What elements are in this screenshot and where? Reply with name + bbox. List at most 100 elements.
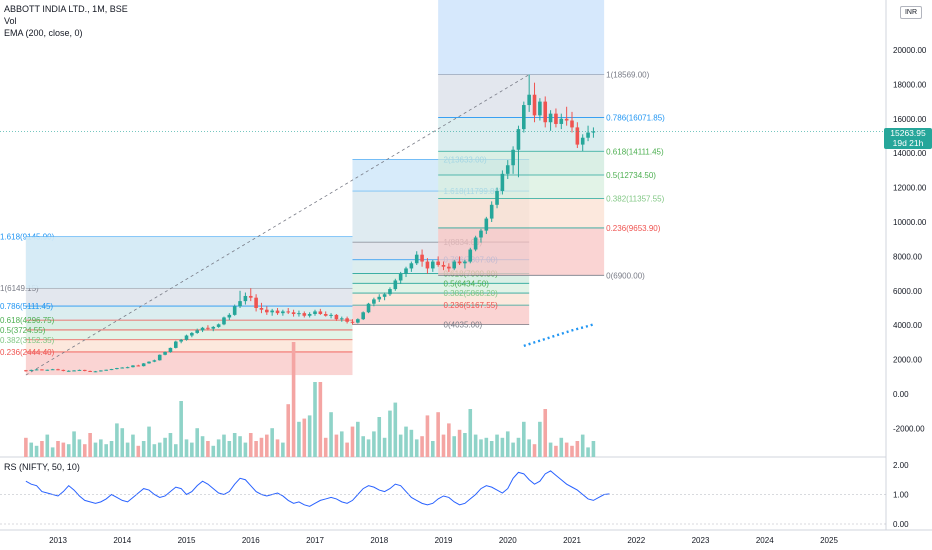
price-axis-label: 12000.00	[893, 184, 927, 193]
candle-body	[382, 294, 387, 297]
fib-level-label: 0.382(11357.55)	[606, 195, 664, 204]
volume-bar	[495, 434, 499, 457]
candle-body	[564, 118, 569, 121]
volume-bar	[307, 415, 312, 457]
candle-body	[254, 297, 258, 308]
candle-body	[543, 101, 548, 123]
candle-body	[409, 263, 414, 269]
fib-zone	[25, 288, 353, 307]
volume-bar	[538, 421, 542, 457]
volume-bar	[216, 439, 221, 457]
candle-body	[591, 131, 596, 133]
volume-bar	[206, 441, 210, 457]
price-axis-label: 10000.00	[893, 218, 927, 227]
volume-bar	[452, 436, 457, 457]
candle-body	[66, 370, 71, 372]
symbol-title[interactable]: ABBOTT INDIA LTD., 1M, BSE	[4, 4, 128, 14]
volume-bar	[479, 439, 483, 457]
candle-body	[24, 370, 28, 372]
candle-body	[190, 332, 194, 336]
candle-body	[345, 318, 349, 322]
candle-body	[297, 313, 301, 315]
candle-body	[447, 266, 451, 269]
candle-body	[157, 354, 162, 361]
volume-bar	[441, 434, 446, 457]
volume-bar	[457, 429, 462, 457]
volume-bar	[393, 402, 398, 457]
fib-zone	[438, 227, 605, 276]
candle-body	[522, 105, 526, 130]
fib-extension-zone	[352, 159, 439, 243]
candle-body	[88, 370, 92, 372]
candle-body	[141, 363, 146, 367]
volume-bar	[259, 437, 264, 457]
candle-body	[404, 268, 408, 274]
candle-body	[136, 365, 141, 367]
fib-zone	[25, 306, 353, 321]
candle-body	[61, 369, 66, 371]
candle-body	[307, 314, 312, 316]
candle-body	[232, 306, 237, 315]
volume-bar	[254, 441, 258, 457]
candle-body	[441, 265, 446, 267]
candle-body	[195, 330, 200, 333]
volume-bar	[29, 442, 34, 457]
volume-bar	[168, 433, 173, 457]
price-axis-label: 18000.00	[893, 80, 927, 89]
price-axis-label: 6000.00	[893, 287, 922, 296]
volume-bar	[339, 431, 344, 457]
candle-body	[238, 301, 242, 307]
volume-bar	[99, 439, 103, 457]
volume-bar	[157, 442, 162, 457]
candle-body	[265, 309, 269, 313]
candle-body	[243, 295, 248, 302]
candle-body	[72, 370, 76, 372]
volume-bar	[265, 434, 269, 457]
fib-level-label: 0.382(5868.20)	[444, 289, 499, 298]
volume-bar	[420, 436, 424, 457]
volume-bar	[77, 439, 82, 457]
volume-bar	[313, 382, 317, 457]
volume-bar	[24, 437, 28, 457]
candle-body	[398, 273, 403, 281]
fib-zone	[25, 351, 353, 376]
volume-bar	[505, 431, 510, 457]
volume-bar	[227, 441, 232, 457]
volume-bar	[489, 441, 494, 457]
currency-badge[interactable]: INR	[900, 6, 922, 19]
candle-body	[505, 165, 510, 174]
volume-bar	[179, 401, 183, 457]
candle-body	[259, 308, 264, 310]
volume-bar	[141, 441, 146, 457]
volume-bar	[195, 428, 200, 457]
fib-level-label: 0.5(3724.55)	[0, 326, 46, 335]
candle-body	[93, 371, 98, 373]
candle-body	[425, 261, 430, 269]
fib-level-label: 0(4035.00)	[444, 321, 483, 330]
volume-bar	[286, 404, 291, 457]
volume-bar	[329, 412, 333, 457]
ema-indicator-label[interactable]: EMA (200, close, 0)	[4, 28, 83, 38]
candle-body	[436, 261, 440, 265]
candle-body	[173, 341, 178, 348]
volume-bar	[291, 342, 296, 457]
candle-body	[323, 314, 328, 316]
candle-body	[45, 369, 50, 371]
volume-bar	[430, 441, 435, 457]
volume-bar	[147, 426, 151, 457]
candle-body	[125, 367, 130, 369]
candle-body	[473, 237, 478, 250]
volume-bar	[484, 437, 489, 457]
volume-bar	[93, 442, 98, 457]
volume-bar	[591, 441, 596, 457]
candle-body	[420, 254, 424, 262]
candle-body	[206, 327, 210, 329]
candle-body	[559, 118, 564, 124]
volume-bar	[532, 444, 537, 457]
candle-body	[516, 129, 521, 150]
volume-indicator-label[interactable]: Vol	[4, 16, 17, 26]
rs-indicator-label[interactable]: RS (NIFTY, 50, 10)	[4, 462, 80, 472]
candle-body	[468, 249, 473, 262]
time-axis-label: 2017	[306, 536, 324, 545]
